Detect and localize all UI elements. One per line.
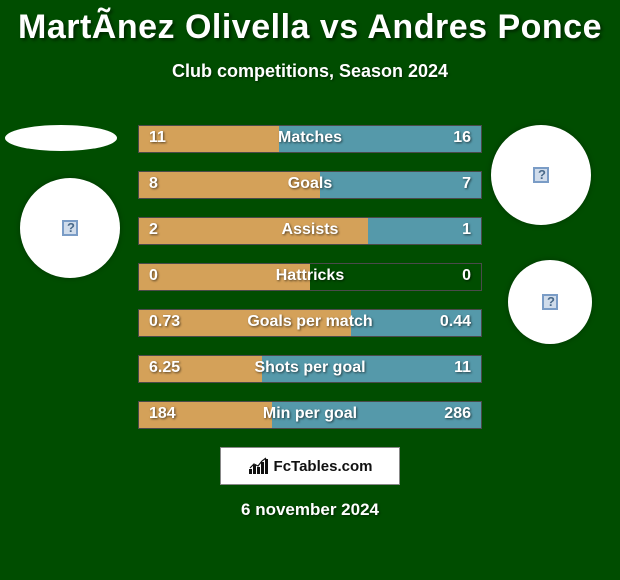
stat-row: 0.730.44Goals per match bbox=[138, 309, 482, 337]
stat-label: Matches bbox=[139, 129, 481, 147]
date-label: 6 november 2024 bbox=[0, 500, 620, 520]
placeholder-icon bbox=[533, 167, 549, 183]
brand-chart-icon bbox=[248, 457, 270, 475]
player-right-avatar-top bbox=[491, 125, 591, 225]
stat-label: Goals bbox=[139, 175, 481, 193]
ellipse-shadow bbox=[5, 125, 117, 151]
player-left-avatar bbox=[20, 178, 120, 278]
brand-text: FcTables.com bbox=[274, 458, 373, 475]
stat-row: 21Assists bbox=[138, 217, 482, 245]
stat-label: Min per goal bbox=[139, 405, 481, 423]
page-title: MartÃ­nez Olivella vs Andres Ponce bbox=[0, 0, 620, 47]
stat-label: Goals per match bbox=[139, 313, 481, 331]
stat-row: 184286Min per goal bbox=[138, 401, 482, 429]
player-right-avatar-bottom bbox=[508, 260, 592, 344]
placeholder-icon bbox=[62, 220, 78, 236]
stat-label: Assists bbox=[139, 221, 481, 239]
stats-bars: 1116Matches 87Goals 21Assists 00Hattricks 0.… bbox=[138, 125, 482, 447]
stat-row: 00Hattricks bbox=[138, 263, 482, 291]
stat-row: 87Goals bbox=[138, 171, 482, 199]
stat-label: Shots per goal bbox=[139, 359, 481, 377]
stat-label: Hattricks bbox=[139, 267, 481, 285]
stat-row: 1116Matches bbox=[138, 125, 482, 153]
placeholder-icon bbox=[542, 294, 558, 310]
stat-row: 6.2511Shots per goal bbox=[138, 355, 482, 383]
subtitle: Club competitions, Season 2024 bbox=[0, 61, 620, 82]
brand-box: FcTables.com bbox=[220, 447, 400, 485]
